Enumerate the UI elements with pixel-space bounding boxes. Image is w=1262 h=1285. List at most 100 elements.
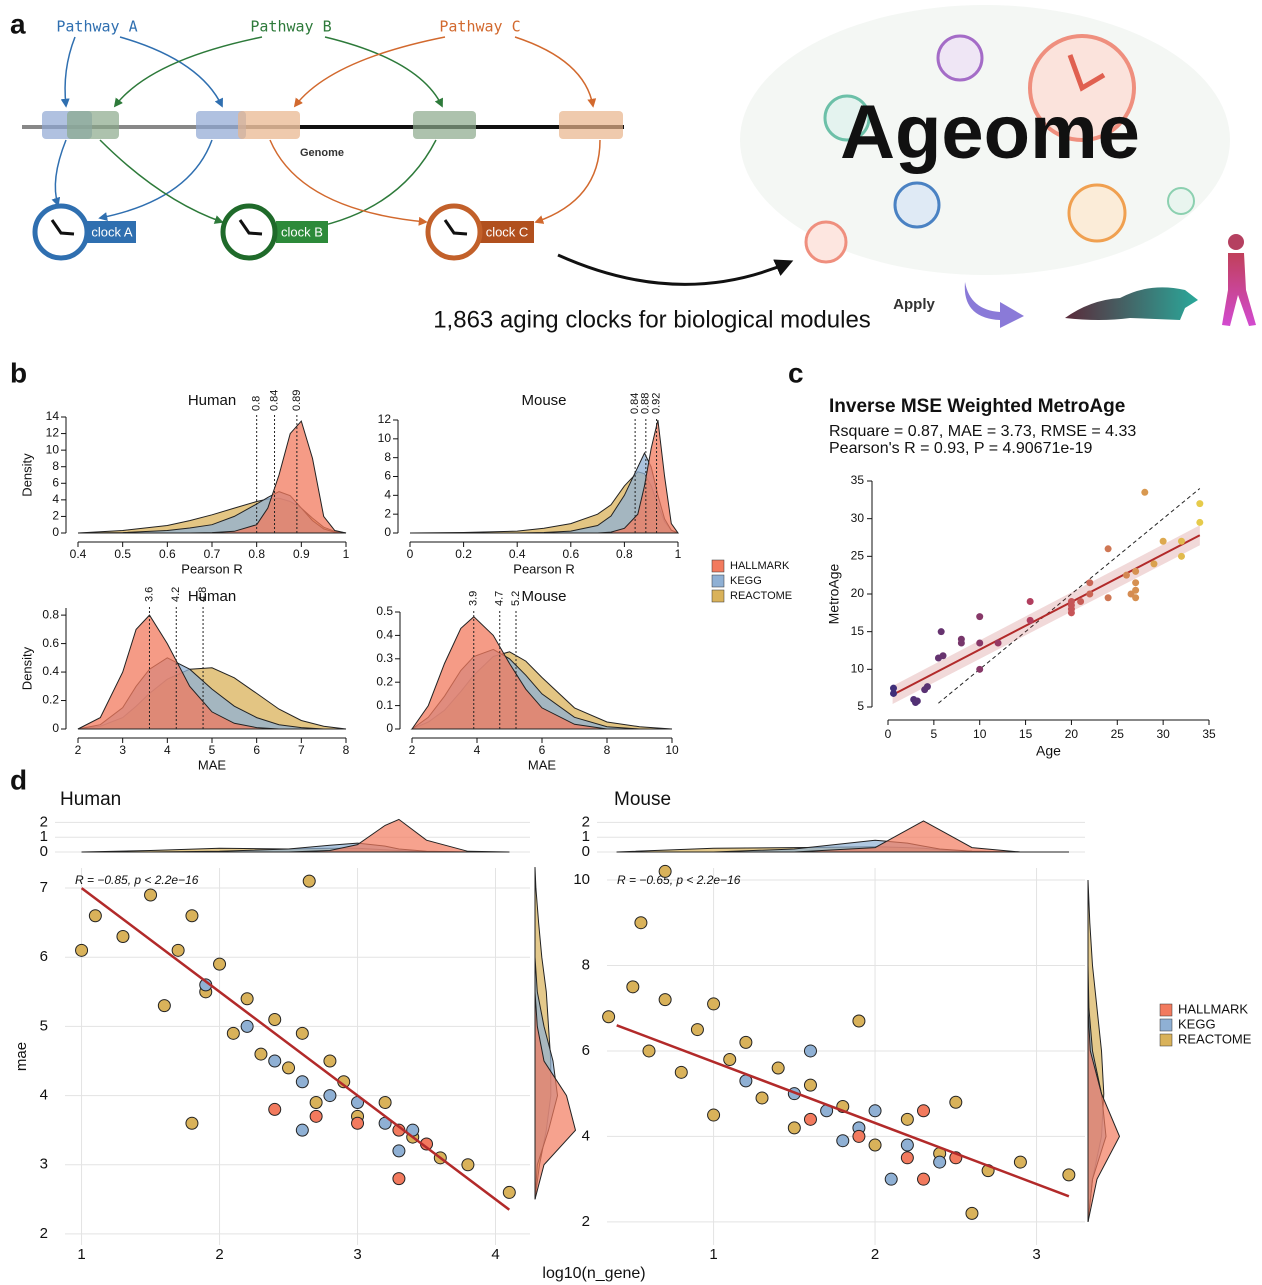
mean-label: 0.84 xyxy=(268,390,280,411)
fit-line xyxy=(82,888,510,1210)
legend-label: REACTOME xyxy=(730,590,792,602)
mouse-icon xyxy=(1065,287,1198,320)
point xyxy=(89,910,101,922)
legend-label: HALLMARK xyxy=(1178,1001,1248,1016)
point xyxy=(901,1152,913,1164)
annotation: R = −0.85, p < 2.2e−16 xyxy=(75,873,199,887)
legend-label: HALLMARK xyxy=(730,560,790,572)
x-tick-label: 6 xyxy=(539,743,546,757)
y-tick-label: 0 xyxy=(40,843,48,860)
chart-title: Mouse xyxy=(521,588,566,605)
y-tick-label: 0 xyxy=(386,721,393,735)
module-box xyxy=(238,111,300,139)
point xyxy=(283,1062,295,1074)
mean-label: 5.2 xyxy=(510,591,522,606)
point xyxy=(269,1103,281,1115)
genome-label: Genome xyxy=(300,147,344,159)
point xyxy=(352,1117,364,1129)
point xyxy=(966,1207,978,1219)
y-tick-label: 8 xyxy=(384,450,391,464)
point xyxy=(659,994,671,1006)
chart-title: Human xyxy=(188,588,236,605)
x-tick-label: 0 xyxy=(407,547,414,561)
y-tick-label: 6 xyxy=(582,1042,590,1059)
point xyxy=(1132,587,1139,594)
y-axis-label: MetroAge xyxy=(826,563,842,624)
point xyxy=(1132,568,1139,575)
clock-icon xyxy=(938,36,982,80)
x-tick-label: 0.8 xyxy=(248,547,265,561)
pathway-label: Pathway C xyxy=(439,18,520,36)
point xyxy=(804,1113,816,1125)
x-tick-label: 2 xyxy=(215,1246,223,1263)
point xyxy=(853,1130,865,1142)
density-area xyxy=(412,617,672,729)
point xyxy=(995,639,1002,646)
y-tick-label: 2 xyxy=(384,506,391,520)
y-tick-label: 4 xyxy=(384,488,391,502)
x-axis-label: Age xyxy=(1036,743,1061,759)
y-tick-label: 0.2 xyxy=(376,674,393,688)
x-tick-label: 0.9 xyxy=(293,547,310,561)
point xyxy=(324,1090,336,1102)
point xyxy=(901,1139,913,1151)
y-tick-label: 6 xyxy=(52,475,59,489)
point xyxy=(310,1110,322,1122)
x-tick-label: 10 xyxy=(665,743,679,757)
arrows xyxy=(55,37,600,228)
point xyxy=(890,690,897,697)
mean-label: 3.6 xyxy=(143,587,155,602)
y-axis-label: Density xyxy=(19,646,34,690)
point xyxy=(117,930,129,942)
point xyxy=(324,1055,336,1067)
y-tick-label: 1 xyxy=(582,828,590,845)
point xyxy=(804,1045,816,1057)
y-tick-label: 0 xyxy=(52,525,59,539)
mean-label: 4.8 xyxy=(197,587,209,602)
pathway-label: Pathway B xyxy=(250,18,331,36)
y-tick-label: 0 xyxy=(384,525,391,539)
point xyxy=(708,1109,720,1121)
y-axis-label: mae xyxy=(13,1042,30,1071)
y-tick-label: 7 xyxy=(40,879,48,896)
point xyxy=(724,1053,736,1065)
y-tick-label: 3 xyxy=(40,1156,48,1173)
clock-label: clock C xyxy=(486,224,529,239)
clock-icon xyxy=(895,183,939,227)
y-tick-label: 8 xyxy=(52,459,59,473)
y-tick-label: 25 xyxy=(851,549,865,563)
x-tick-label: 20 xyxy=(1065,727,1079,741)
x-tick-label: 0.4 xyxy=(509,547,526,561)
x-axis-label: log10(n_gene) xyxy=(542,1265,645,1282)
point xyxy=(393,1173,405,1185)
point xyxy=(1014,1156,1026,1168)
chart-title: Inverse MSE Weighted MetroAge xyxy=(829,396,1125,417)
point xyxy=(1077,598,1084,605)
apply-arrow xyxy=(558,255,790,284)
point xyxy=(756,1092,768,1104)
y-tick-label: 4 xyxy=(582,1127,590,1144)
module-box xyxy=(559,111,623,139)
pathway-diagram: Pathway A Pathway B Pathway C Genome clo… xyxy=(22,18,624,259)
point xyxy=(924,683,931,690)
human-icon xyxy=(1228,234,1244,250)
y-tick-label: 10 xyxy=(573,871,590,888)
x-tick-label: 5 xyxy=(209,743,216,757)
point xyxy=(1086,591,1093,598)
point xyxy=(1123,572,1130,579)
x-tick-label: 7 xyxy=(298,743,305,757)
point xyxy=(675,1066,687,1078)
x-tick-label: 2 xyxy=(75,743,82,757)
point xyxy=(303,875,315,887)
y-axis-label: Density xyxy=(19,453,34,497)
point xyxy=(788,1122,800,1134)
point xyxy=(708,998,720,1010)
y-tick-label: 0.5 xyxy=(376,604,393,618)
marginal-density xyxy=(82,819,510,852)
point xyxy=(379,1097,391,1109)
point xyxy=(145,889,157,901)
point xyxy=(1068,602,1075,609)
point xyxy=(503,1186,515,1198)
y-tick-label: 5 xyxy=(857,699,864,713)
y-tick-label: 6 xyxy=(40,948,48,965)
